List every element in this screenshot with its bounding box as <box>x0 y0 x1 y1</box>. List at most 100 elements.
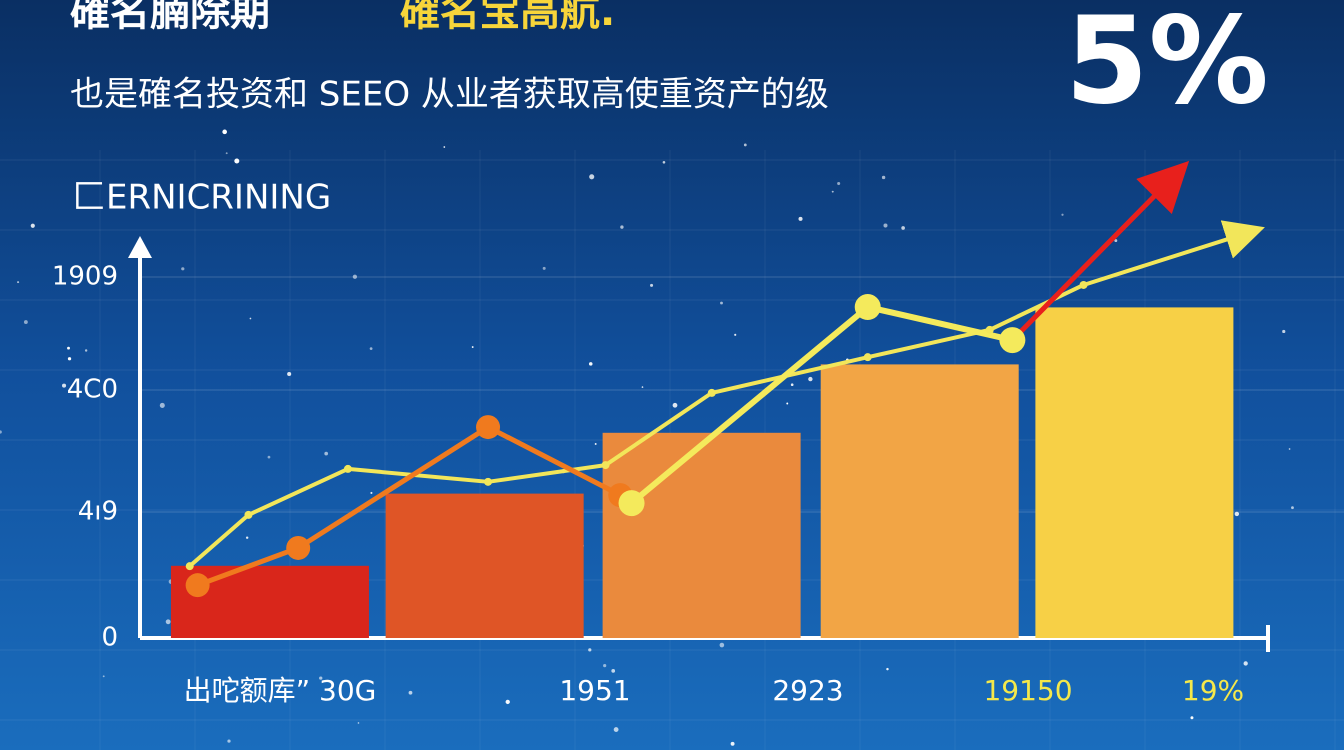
star <box>17 281 20 284</box>
x-axis-label: 19% <box>1182 674 1244 707</box>
star <box>613 727 619 732</box>
bar <box>1035 307 1234 638</box>
star <box>734 333 737 336</box>
star <box>730 741 735 746</box>
star <box>159 402 165 408</box>
star <box>720 301 723 305</box>
x-axis-label: 2923 <box>772 674 843 707</box>
star <box>234 158 240 164</box>
star <box>901 226 905 230</box>
y-axis-label: 1909 <box>52 262 118 292</box>
star <box>594 443 597 445</box>
line-point <box>484 477 493 486</box>
star <box>837 182 841 186</box>
star <box>883 223 888 228</box>
star <box>1288 448 1291 450</box>
star <box>1061 213 1064 216</box>
y-axis-label: 0 <box>101 623 118 653</box>
star <box>245 536 249 539</box>
x-axis-label: 1951 <box>559 674 630 707</box>
star <box>370 491 373 494</box>
star <box>67 346 70 350</box>
star <box>0 430 2 434</box>
star <box>165 619 171 625</box>
star <box>357 722 360 724</box>
line-point <box>985 325 994 334</box>
star <box>62 383 67 388</box>
star <box>886 667 889 671</box>
star <box>267 455 271 459</box>
bar <box>820 364 1019 638</box>
bar <box>602 432 801 638</box>
line-point <box>185 573 210 598</box>
line-series <box>188 220 1265 568</box>
star <box>798 216 803 221</box>
y-axis-label: 4ı9 <box>78 497 118 527</box>
star <box>222 129 227 135</box>
star <box>249 317 252 320</box>
axis-title: 匚ERNICRINING <box>72 178 331 218</box>
line-point <box>244 510 253 519</box>
star <box>641 386 644 388</box>
star <box>443 146 446 148</box>
star <box>324 451 329 456</box>
line-point <box>185 562 194 571</box>
line-point <box>618 490 645 517</box>
title: 確名腩除期 <box>70 0 270 35</box>
line-point <box>286 535 311 560</box>
star <box>408 690 413 695</box>
star <box>611 668 616 673</box>
y-axis-arrow <box>128 236 152 258</box>
star <box>1291 506 1294 510</box>
line-point <box>999 327 1026 354</box>
big-number: 5% <box>1065 0 1269 132</box>
star <box>588 648 592 652</box>
star <box>650 283 654 287</box>
star <box>369 347 373 351</box>
star <box>319 676 323 680</box>
line-point <box>1079 280 1088 289</box>
line-point <box>707 388 716 397</box>
star <box>672 402 678 408</box>
star <box>743 143 747 147</box>
star <box>790 383 794 387</box>
line-point <box>476 415 501 440</box>
line-point <box>863 353 872 362</box>
line-series <box>196 424 622 588</box>
star <box>719 642 725 648</box>
star <box>1190 716 1194 720</box>
star <box>102 675 105 678</box>
star <box>620 225 624 229</box>
star <box>588 362 593 366</box>
star <box>1114 239 1118 243</box>
star <box>352 274 358 279</box>
star <box>471 346 474 348</box>
line-point <box>343 464 352 473</box>
y-axis-label: 4C0 <box>67 375 118 405</box>
star <box>181 267 185 271</box>
line-series <box>1010 160 1190 342</box>
star <box>662 160 666 164</box>
line-point <box>601 461 610 470</box>
star <box>505 699 510 705</box>
star <box>227 739 231 743</box>
star <box>831 190 834 193</box>
x-axis-label: 出咜额库” 30G <box>184 674 377 707</box>
star <box>589 174 595 180</box>
star <box>287 371 292 377</box>
star <box>225 152 228 155</box>
star <box>808 376 813 382</box>
decor <box>0 129 1344 750</box>
subtitle: 也是確名投资和 SEEO 从业者获取高使重资产的级 <box>70 75 829 115</box>
star <box>84 349 88 352</box>
star <box>603 664 607 668</box>
star <box>1234 511 1240 517</box>
star <box>30 223 35 228</box>
star <box>23 320 28 324</box>
star <box>1243 661 1248 666</box>
star <box>542 266 546 270</box>
star <box>881 175 886 180</box>
star <box>786 402 789 405</box>
